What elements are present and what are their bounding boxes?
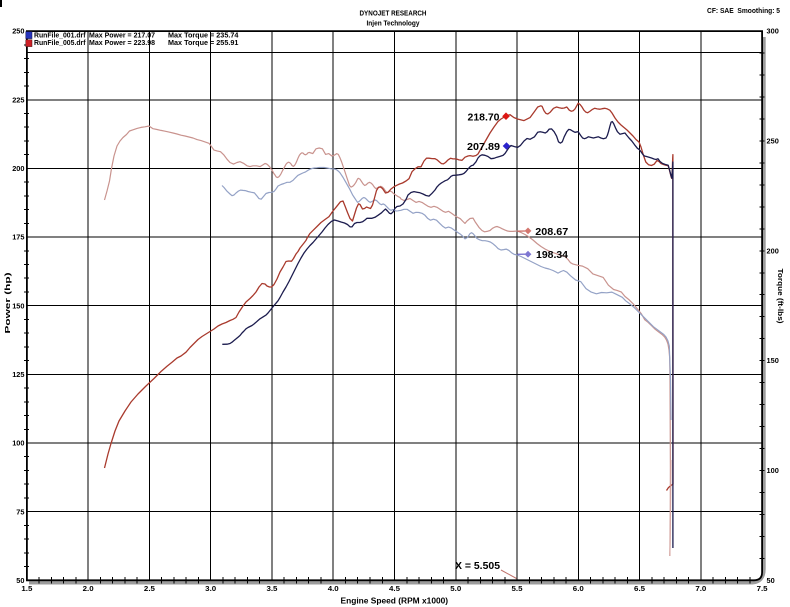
svg-text:5.0: 5.0: [450, 584, 461, 593]
svg-text:DYNOJET RESEARCH: DYNOJET RESEARCH: [360, 9, 427, 18]
svg-text:300: 300: [767, 27, 779, 36]
svg-text:150: 150: [12, 301, 24, 310]
svg-text:Engine Speed (RPM x1000): Engine Speed (RPM x1000): [341, 597, 449, 606]
svg-text:6.5: 6.5: [634, 584, 645, 593]
svg-text:2.5: 2.5: [144, 584, 155, 593]
svg-text:100: 100: [12, 439, 24, 448]
svg-text:Max Power = 223.98: Max Power = 223.98: [89, 40, 155, 47]
svg-text:2.0: 2.0: [83, 584, 94, 593]
svg-text:75: 75: [16, 507, 24, 516]
svg-text:225: 225: [12, 95, 24, 104]
svg-text:Max Power = 217.07: Max Power = 217.07: [89, 33, 155, 40]
svg-text:4.5: 4.5: [389, 584, 400, 593]
svg-text:Torque (ft-lbs): Torque (ft-lbs): [776, 269, 785, 325]
svg-text:100: 100: [767, 466, 779, 475]
svg-text:1.5: 1.5: [21, 584, 32, 593]
svg-text:7.5: 7.5: [757, 584, 768, 593]
svg-text:150: 150: [767, 356, 779, 365]
svg-text:Injen Technology: Injen Technology: [367, 19, 421, 28]
svg-text:X = 5.505: X = 5.505: [455, 561, 500, 572]
svg-text:3.5: 3.5: [266, 584, 277, 593]
svg-text:200: 200: [767, 246, 779, 255]
svg-text:3.0: 3.0: [205, 584, 216, 593]
svg-text:50: 50: [16, 576, 24, 585]
svg-text:250: 250: [12, 27, 24, 36]
svg-text:Power (hp): Power (hp): [3, 272, 12, 334]
svg-text:200: 200: [12, 164, 24, 173]
svg-text:CF: SAE Smoothing: 5: CF: SAE Smoothing: 5: [707, 8, 780, 15]
svg-text:6.0: 6.0: [573, 584, 584, 593]
svg-text:250: 250: [767, 137, 779, 146]
svg-text:RunFile_005.drf: RunFile_005.drf: [34, 40, 86, 47]
svg-text:50: 50: [767, 576, 775, 585]
svg-text:208.67: 208.67: [535, 227, 568, 238]
svg-text:198.34: 198.34: [536, 250, 568, 261]
svg-text:207.89: 207.89: [467, 142, 500, 153]
svg-text:Max Torque = 255.91: Max Torque = 255.91: [168, 40, 239, 47]
svg-text:125: 125: [12, 370, 24, 379]
svg-text:5.5: 5.5: [512, 584, 523, 593]
svg-text:Max Torque = 235.74: Max Torque = 235.74: [168, 33, 239, 40]
svg-text:218.70: 218.70: [468, 112, 500, 123]
svg-text:4.0: 4.0: [328, 584, 339, 593]
svg-text:7.0: 7.0: [695, 584, 706, 593]
svg-text:RunFile_001.drf: RunFile_001.drf: [34, 33, 86, 40]
svg-text:175: 175: [12, 233, 24, 242]
